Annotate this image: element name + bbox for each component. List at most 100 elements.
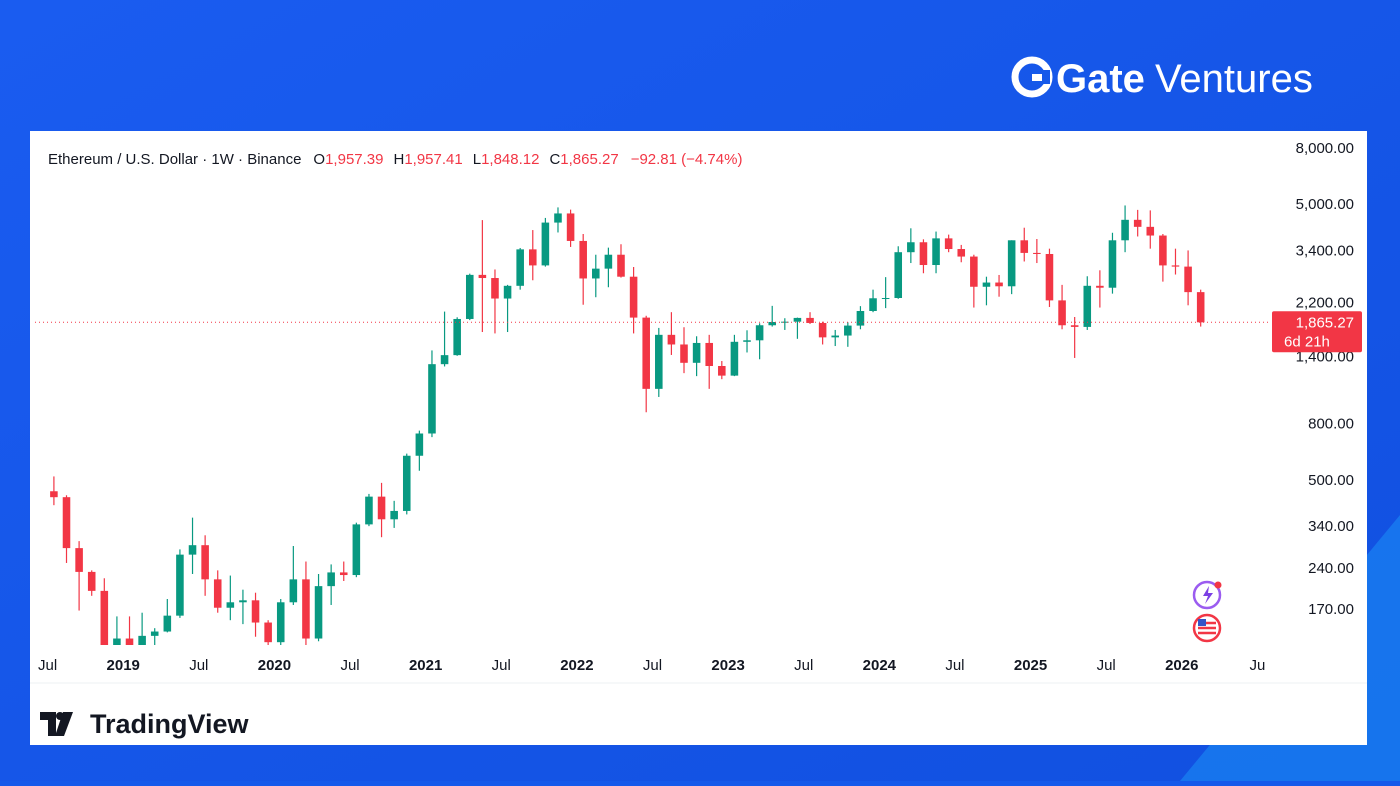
candles: [50, 205, 1205, 645]
y-tick-label: 2,200.00: [1296, 295, 1354, 312]
candle-body: [604, 254, 613, 269]
y-tick-label: 5,000.00: [1296, 196, 1354, 213]
x-tick-label: Jul: [492, 657, 511, 674]
candle-body: [1070, 325, 1079, 327]
candle-body: [1096, 285, 1104, 288]
x-tick-label: Jul: [794, 657, 813, 674]
candle-body: [478, 274, 487, 279]
candle-body: [881, 298, 890, 300]
candle-body: [629, 276, 638, 318]
candle-body: [970, 256, 978, 287]
candle-body: [541, 222, 550, 266]
candle-body: [62, 497, 71, 549]
candle-body: [491, 278, 499, 299]
x-tick-label: Ju: [1249, 657, 1265, 674]
candle-body: [1020, 240, 1029, 253]
candle-body: [377, 496, 386, 520]
candle-body: [339, 572, 348, 576]
candle-body: [529, 249, 537, 266]
candle-body: [793, 317, 802, 322]
candle-body: [932, 238, 940, 266]
candle-body: [327, 572, 335, 587]
candle-body: [264, 622, 272, 643]
candle-body: [465, 274, 474, 319]
x-tick-label: 2023: [711, 657, 744, 674]
x-tick-label: 2025: [1014, 657, 1047, 674]
candle-body: [402, 455, 411, 511]
y-tick-label: 340.00: [1308, 518, 1354, 535]
chart-title: Ethereum / U.S. Dollar · 1W · Binance: [48, 151, 301, 168]
candle-body: [768, 322, 776, 326]
candle-body: [302, 579, 310, 639]
candle-body: [453, 318, 461, 356]
candle-body: [415, 433, 424, 456]
candle-body: [1159, 235, 1167, 266]
candle-body: [781, 321, 789, 323]
y-tick-label: 240.00: [1308, 560, 1354, 577]
candle-body: [944, 238, 953, 250]
candle-body: [251, 600, 260, 623]
ohlc-value: 1,957.39: [325, 151, 383, 168]
ohlc-key: C: [549, 151, 560, 168]
candle-body: [831, 335, 840, 338]
candle-body: [100, 590, 109, 645]
x-tick-label: Jul: [643, 657, 662, 674]
candle-body: [566, 213, 575, 241]
ohlc-value: 1,848.12: [481, 151, 539, 168]
candle-body: [1007, 240, 1016, 287]
x-tick-label: Jul: [38, 657, 57, 674]
icon-bolt: [1203, 586, 1213, 604]
tradingview-logo: TradingView: [40, 709, 250, 739]
candle-body: [226, 602, 235, 608]
candle-body: [1146, 226, 1155, 236]
candle-body: [806, 317, 814, 323]
candle-body: [869, 298, 877, 312]
price-tag: [1272, 311, 1362, 353]
x-tick-label: 2024: [863, 657, 897, 674]
candle-body: [642, 317, 650, 389]
candle-body: [705, 342, 713, 367]
brand-icon-bar: [1032, 74, 1042, 81]
candle-body: [655, 334, 663, 389]
candle-body: [150, 631, 159, 636]
candle-body: [718, 366, 726, 376]
candle-body: [314, 586, 323, 639]
candle-body: [113, 638, 121, 645]
candle-body: [1121, 219, 1129, 241]
ohlc-value: 1,957.41: [404, 151, 462, 168]
app-icons: [1192, 580, 1222, 643]
candle-body: [1196, 292, 1205, 323]
x-tick-label: Jul: [189, 657, 208, 674]
candle-body: [163, 615, 172, 632]
candle-body: [289, 579, 298, 603]
tv-icon-dot: [56, 712, 64, 720]
brand-logo: Gate Ventures: [1011, 56, 1313, 101]
candle-body: [1133, 219, 1142, 227]
y-tick-label: 1,400.00: [1296, 349, 1354, 366]
y-tick-label: 8,000.00: [1296, 140, 1354, 157]
change: −92.81 (−4.74%): [631, 151, 743, 168]
candle-body: [730, 341, 739, 376]
chart-panel: [30, 131, 1367, 745]
candle-body: [818, 322, 827, 338]
y-tick-label: 800.00: [1308, 416, 1354, 433]
candle-body: [579, 240, 587, 279]
footer-text: TradingView: [90, 709, 250, 739]
candle-body: [680, 344, 688, 363]
candle-body: [617, 254, 625, 277]
candle-body: [213, 579, 222, 608]
candle-body: [743, 340, 751, 342]
tv-icon: [40, 712, 73, 736]
x-tick-label: Jul: [945, 657, 964, 674]
y-tick-label: 170.00: [1308, 601, 1354, 618]
ohlc-key: O: [313, 151, 325, 168]
x-tick-label: 2020: [258, 657, 291, 674]
x-tick-label: Jul: [1097, 657, 1116, 674]
icon-canton: [1198, 619, 1206, 626]
candle-body: [592, 268, 600, 279]
candle-body: [692, 342, 701, 363]
icon-dot: [1214, 581, 1222, 589]
countdown: 6d 21h: [1284, 333, 1330, 350]
